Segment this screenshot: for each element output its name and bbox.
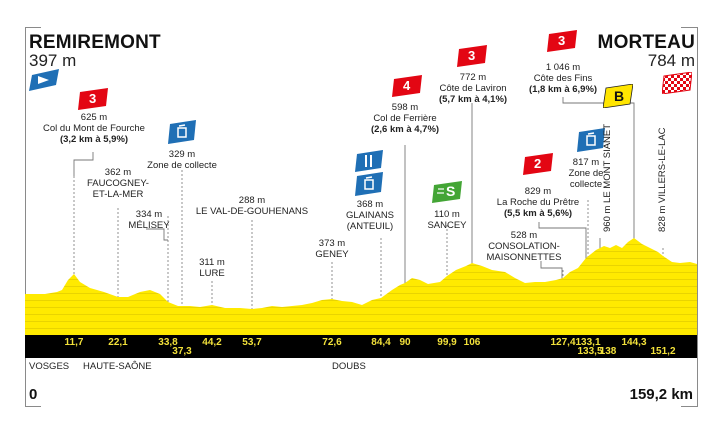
waste-collection-icon [168,120,196,144]
feed-zone-icon [355,150,383,172]
km-marker: 127,4 [550,337,576,348]
total-distance: 159,2 km [629,386,693,403]
km-marker: 90 [399,337,411,348]
intermediate-sprint-icon: S [432,181,462,203]
finish-city: MORTEAU [597,32,695,53]
km-marker: 53,7 [242,337,262,348]
climb-label-roche-du-pretre: 829 m La Roche du Prêtre (5,5 km à 5,6%) [496,186,580,219]
town-label-mont-sianet: 960 m LE MONT SIANET [602,123,613,232]
km-marker: 133,5 [577,346,603,357]
town-label-glainans: 368 m GLAINANS (ANTEUIL) [345,199,395,232]
km-marker: 151,2 [650,346,676,357]
mountain-climb-category-icon: 3 [547,30,577,52]
finish-altitude: 784 m [647,51,695,70]
region-label-haute-saone: HAUTE-SAÔNE [83,361,152,372]
km-marker: 144,3 [621,337,647,348]
climb-label-cote-des-fins: 1 046 m Côte des Fins (1,8 km à 6,9%) [528,62,598,95]
region-label-vosges: VOSGES [29,361,70,372]
frame-right-top-tick [681,27,697,28]
waste-zone-2-label: 817 m Zone de collecte [568,157,604,190]
checkered-finish-flag-icon [662,72,692,94]
frame-left-top-tick [25,27,41,28]
town-label-consolation: 528 m CONSOLATION- MAISONNETTES [486,230,562,263]
km-marker: 33,8 [158,337,178,348]
town-label-lure: 311 m LURE [199,257,225,279]
km-marker: 84,4 [371,337,391,348]
bonus-sprint-icon: B [603,84,633,108]
mountain-climb-category-icon: 4 [392,75,422,97]
climb-label-ferriere: 598 m Col de Ferrière (2,6 km à 4,7%) [370,102,440,135]
km-marker: 37,3 [172,346,192,357]
start-altitude: 397 m [29,51,77,70]
km-marker: 72,6 [322,337,342,348]
km-marker: 133,1 [575,337,601,348]
mountain-climb-category-icon: 3 [78,88,108,110]
km-marker: 106 [463,337,481,348]
waste-zone-1-label: 329 m Zone de collecte [147,149,217,171]
mountain-climb-category-icon: 2 [523,153,553,175]
town-label-melisey: 334 m MÉLISEY [128,209,170,231]
climb-label-laviron: 772 m Côte de Laviron (5,7 km à 4,1%) [438,72,508,105]
start-distance: 0 [29,386,38,403]
mountain-climb-category-icon: 3 [457,45,487,67]
town-label-geney: 373 m GENEY [315,238,349,260]
km-marker: 99,9 [437,337,457,348]
km-marker: 138 [599,346,617,357]
km-marker: 22,1 [108,337,128,348]
climb-label-fourche: 625 m Col du Mont de Fourche (3,2 km à 5… [43,112,145,145]
frame-left-line [25,27,26,407]
frame-right-line [697,27,698,407]
elevation-area [25,238,697,335]
waste-collection-icon [355,172,383,196]
km-marker: 44,2 [202,337,222,348]
region-label-doubs: DOUBS [332,361,366,372]
town-label-val-de-gouhenans: 288 m LE VAL-DE-GOUHENANS [195,195,309,217]
start-city: REMIREMONT [29,32,161,53]
start-arrow-icon [29,69,59,91]
town-label-sancey: 110 m SANCEY [427,209,467,231]
town-label-faucogney: 362 m FAUCOGNEY- ET-LA-MER [87,167,149,200]
km-marker: 11,7 [64,337,84,348]
frame-left-bottom-tick [25,406,41,407]
km-band [25,335,697,358]
town-label-villers-le-lac: 828 m VILLERS-LE-LAC [657,127,668,232]
waste-collection-icon [577,128,605,152]
frame-right-bottom-tick [681,406,697,407]
